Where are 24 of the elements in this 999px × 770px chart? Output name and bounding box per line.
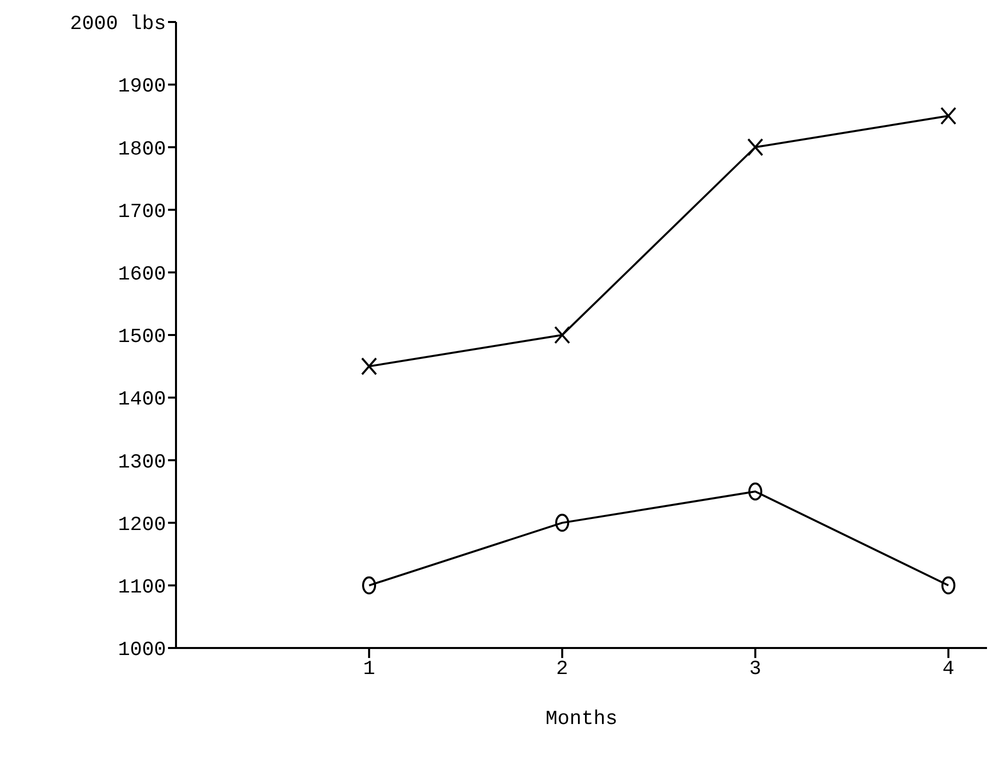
x-axis-title: Months [545, 708, 618, 731]
point [941, 576, 956, 594]
point [940, 106, 956, 125]
y-tick-label: 1700 [118, 200, 166, 224]
x-tick-label: 4 [942, 658, 954, 682]
x-tick-label: 1 [363, 658, 376, 682]
y-tick-label: 1900 [118, 76, 166, 99]
y-tick-label: 1600 [118, 264, 166, 286]
y-tick-label: 1300 [118, 451, 166, 474]
point [554, 326, 570, 344]
y-tick-label: 1100 [118, 576, 166, 600]
x-tick-label: 2 [556, 658, 568, 682]
y-tick-label: 1500 [118, 326, 166, 350]
y-tick-label: 1200 [118, 514, 166, 537]
y-tick-label: 1800 [118, 138, 166, 162]
y-tick-label: 2000 lbs [70, 13, 166, 36]
point [555, 514, 570, 532]
point [747, 138, 764, 156]
point [361, 357, 378, 376]
point [748, 482, 762, 500]
y-tick-label: 1000 [118, 639, 166, 662]
x-tick-label: 3 [749, 658, 762, 682]
y-tick-label: 1400 [118, 388, 166, 412]
point [362, 576, 376, 594]
